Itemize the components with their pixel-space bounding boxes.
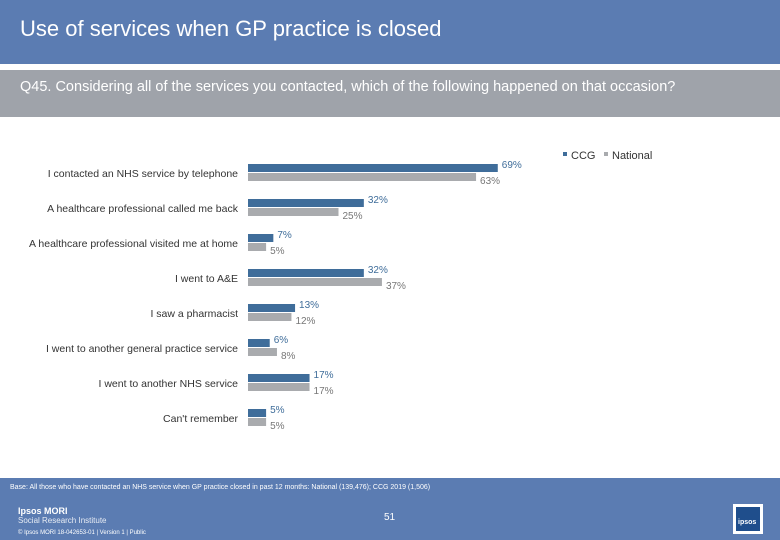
base-note: Base: All those who have contacted an NH… [10, 484, 431, 491]
bar-chart: CCG National I contacted an NHS service by… [29, 150, 652, 432]
ipsos-mori-logo: Ipsos MORI Social Research Institute [18, 506, 107, 526]
value-label-ccg: 17% [314, 370, 334, 381]
value-label-ccg: 13% [299, 300, 319, 311]
value-label-ccg: 6% [274, 335, 289, 346]
value-label-ccg: 32% [368, 195, 388, 206]
footer-bar [0, 478, 780, 540]
value-label-national: 63% [480, 176, 500, 187]
copyright-text: © Ipsos MORI 18-042653-01 | Version 1 | … [18, 530, 146, 536]
bar-national [248, 418, 267, 426]
value-label-ccg: 69% [502, 160, 522, 171]
legend-swatch-ccg [563, 152, 567, 156]
bar-ccg [248, 374, 310, 382]
value-label-national: 25% [343, 211, 363, 222]
bar-national [248, 313, 292, 321]
bar-ccg [248, 339, 270, 347]
value-label-ccg: 5% [270, 405, 285, 416]
category-label: I saw a pharmacist [150, 308, 238, 320]
logo-sub-text: Social Research Institute [18, 516, 107, 525]
bar-national [248, 208, 339, 216]
page-title: Use of services when GP practice is clos… [20, 16, 442, 41]
bar-national [248, 173, 477, 181]
legend-label-national: National [612, 150, 652, 162]
legend-label-ccg: CCG [571, 150, 595, 162]
category-label: A healthcare professional called me back [47, 203, 239, 215]
value-label-national: 5% [270, 421, 285, 432]
badge-inner: ipsos [736, 507, 760, 531]
category-label: I contacted an NHS service by telephone [48, 168, 238, 180]
bar-ccg [248, 269, 364, 277]
bar-national [248, 383, 310, 391]
logo-main-text: Ipsos MORI [18, 506, 68, 516]
legend-swatch-national [604, 152, 608, 156]
category-label: I went to another general practice servi… [46, 343, 238, 355]
ipsos-badge-icon: ipsos [733, 504, 763, 534]
bar-national [248, 348, 277, 356]
bar-ccg [248, 304, 296, 312]
bar-ccg [248, 164, 498, 172]
value-label-ccg: 32% [368, 265, 388, 276]
title-bar: Use of services when GP practice is clos… [0, 0, 780, 64]
value-label-ccg: 7% [277, 230, 292, 241]
page-number: 51 [384, 512, 396, 523]
bar-national [248, 243, 267, 251]
category-label: Can't remember [163, 413, 238, 425]
question-bar: Q45. Considering all of the services you… [0, 70, 780, 117]
value-label-national: 37% [386, 281, 406, 292]
badge-text: ipsos [738, 519, 757, 526]
category-label: I went to A&E [175, 273, 238, 285]
bar-national [248, 278, 382, 286]
value-label-national: 5% [270, 246, 285, 257]
value-label-national: 12% [295, 316, 315, 327]
category-label: A healthcare professional visited me at … [29, 238, 238, 250]
bar-ccg [248, 409, 267, 417]
bar-ccg [248, 199, 364, 207]
bar-ccg [248, 234, 274, 242]
value-label-national: 17% [314, 386, 334, 397]
category-label: I went to another NHS service [99, 378, 239, 390]
value-label-national: 8% [281, 351, 296, 362]
question-text: Q45. Considering all of the services you… [20, 79, 676, 95]
